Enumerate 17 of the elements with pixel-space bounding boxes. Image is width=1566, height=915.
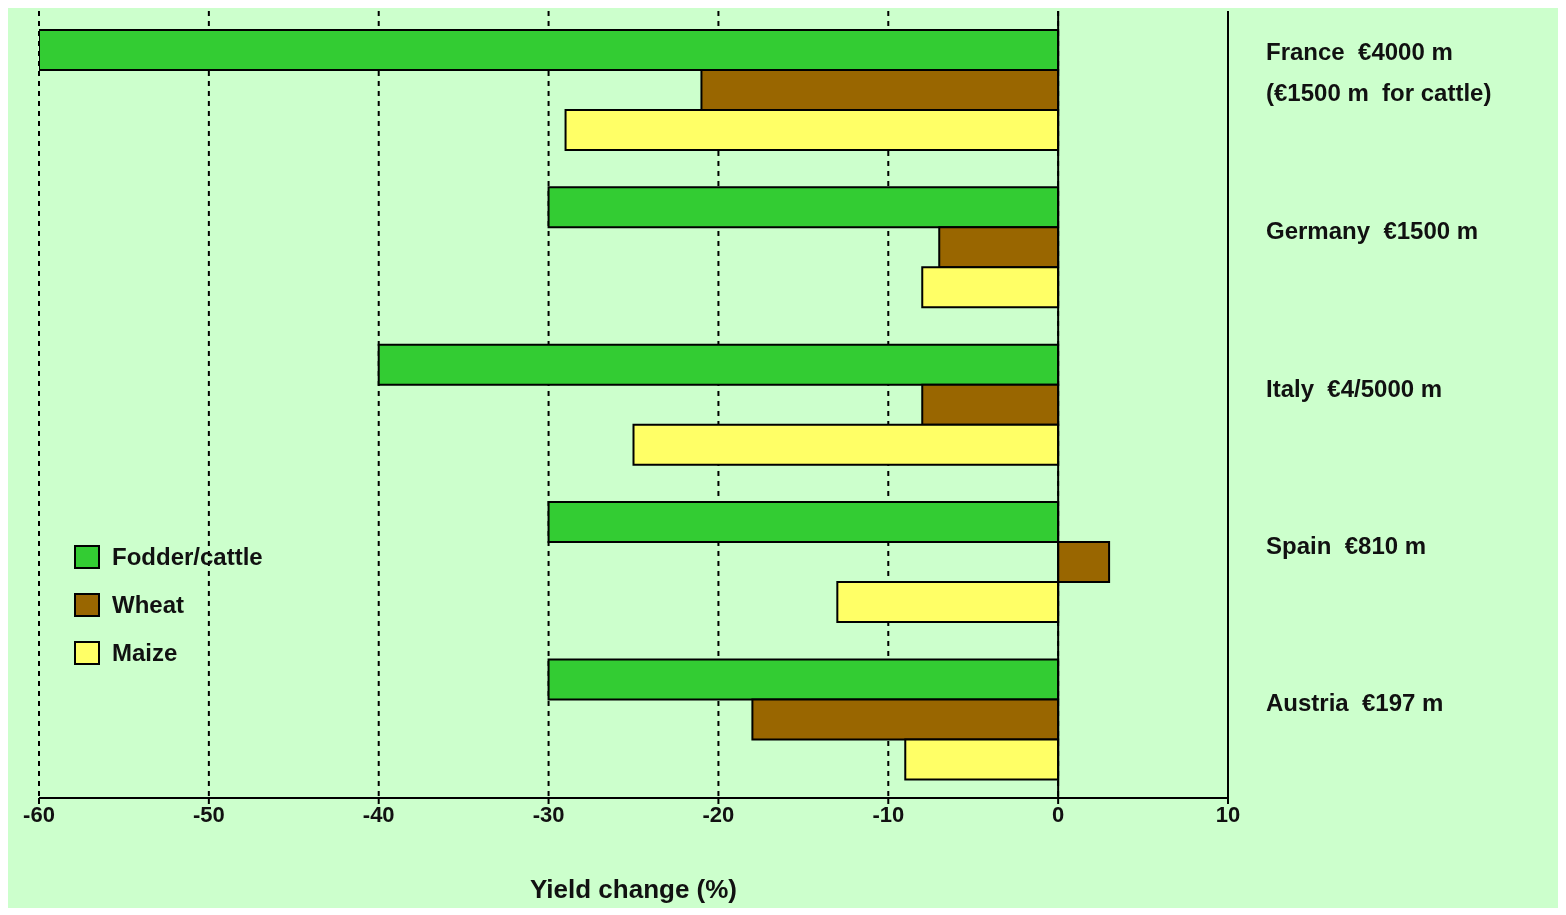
x-axis-title: Yield change (%) — [529, 874, 738, 904]
x-tick-label: -20 — [702, 801, 735, 827]
x-tick-label: -30 — [532, 801, 565, 827]
y-tick-label: Austria €197 m — [1266, 689, 1444, 717]
x-tick-label: -40 — [362, 801, 395, 827]
x-tick-label: 0 — [1052, 801, 1065, 827]
y-tick-label: Germany €1500 m — [1266, 217, 1479, 245]
y-tick-label: France €4000 m (€1500 m for cattle) — [1266, 37, 1492, 106]
x-tick-label: -60 — [23, 801, 55, 827]
x-tick-label: -10 — [872, 801, 905, 827]
legend-label: Wheat — [112, 591, 184, 619]
x-tick-label: -50 — [192, 801, 225, 827]
legend-label: Maize — [112, 639, 178, 667]
y-tick-label: Spain €810 m — [1266, 531, 1427, 559]
legend-label: Fodder/cattle — [112, 543, 263, 571]
y-tick-label: Italy €4/5000 m — [1266, 374, 1443, 402]
x-tick-label: 10 — [1215, 801, 1241, 827]
